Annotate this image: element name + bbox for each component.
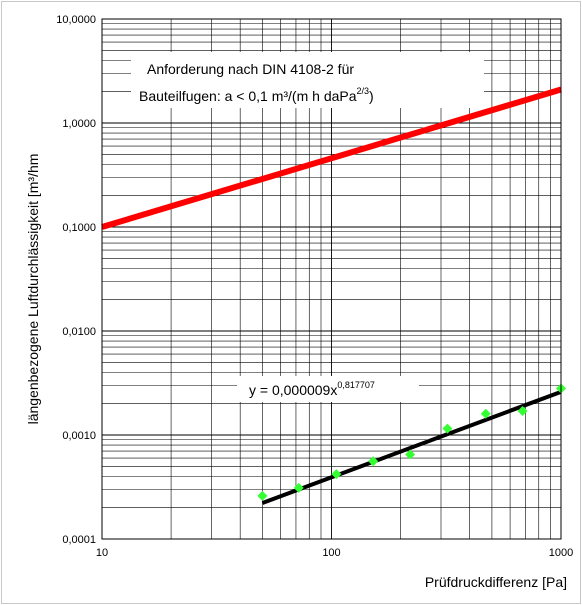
requirement-line <box>101 86 562 230</box>
tick-labels: 10 100 1000 0,0001 0,0010 0,0100 0,1000 1,0000 1… <box>56 14 573 559</box>
regression-equation: y = 0,000009x0,817707 <box>249 380 375 398</box>
data-point <box>517 406 528 417</box>
data-point <box>480 408 491 419</box>
requirement-annotation-line2: Bauteilfugen: a < 0,1 m³/(m h daPa2/3) <box>139 86 374 104</box>
requirement-annotation-line2-sup: 2/3 <box>357 86 370 96</box>
data-point <box>293 482 304 493</box>
y-tick-label: 0,0001 <box>62 534 96 546</box>
x-axis-label: Prüfdruckdifferenz [Pa] <box>425 574 567 590</box>
y-tick-label: 0,0100 <box>62 326 96 338</box>
requirement-annotation-line2-base: Bauteilfugen: a < 0,1 m³/(m h daPa <box>139 88 357 104</box>
x-tick-label: 1000 <box>549 547 573 559</box>
series-layer <box>101 86 566 505</box>
y-tick-label: 0,1000 <box>62 222 96 234</box>
y-tick-label: 10,0000 <box>56 14 96 26</box>
requirement-annotation-line2-end: ) <box>369 88 374 104</box>
x-tick-label: 10 <box>96 547 108 559</box>
requirement-annotation-box <box>131 52 484 108</box>
x-tick-label: 100 <box>322 547 340 559</box>
y-axis-label: längenbezogene Luftdurchlässigkeit [m³/h… <box>25 154 41 425</box>
regression-equation-exponent: 0,817707 <box>337 380 375 390</box>
plot-border <box>101 18 562 540</box>
regression-equation-base: y = 0,000009x <box>249 382 337 398</box>
data-point <box>331 469 342 480</box>
data-point <box>257 490 268 501</box>
data-point <box>405 449 416 460</box>
y-tick-label: 1,0000 <box>62 118 96 130</box>
data-point <box>368 456 379 467</box>
requirement-annotation-line1: Anforderung nach DIN 4108-2 für <box>147 61 354 77</box>
y-tick-label: 0,0010 <box>62 430 96 442</box>
equation-annotation-box <box>237 376 419 402</box>
data-point <box>442 423 453 434</box>
fit-line <box>261 389 562 505</box>
